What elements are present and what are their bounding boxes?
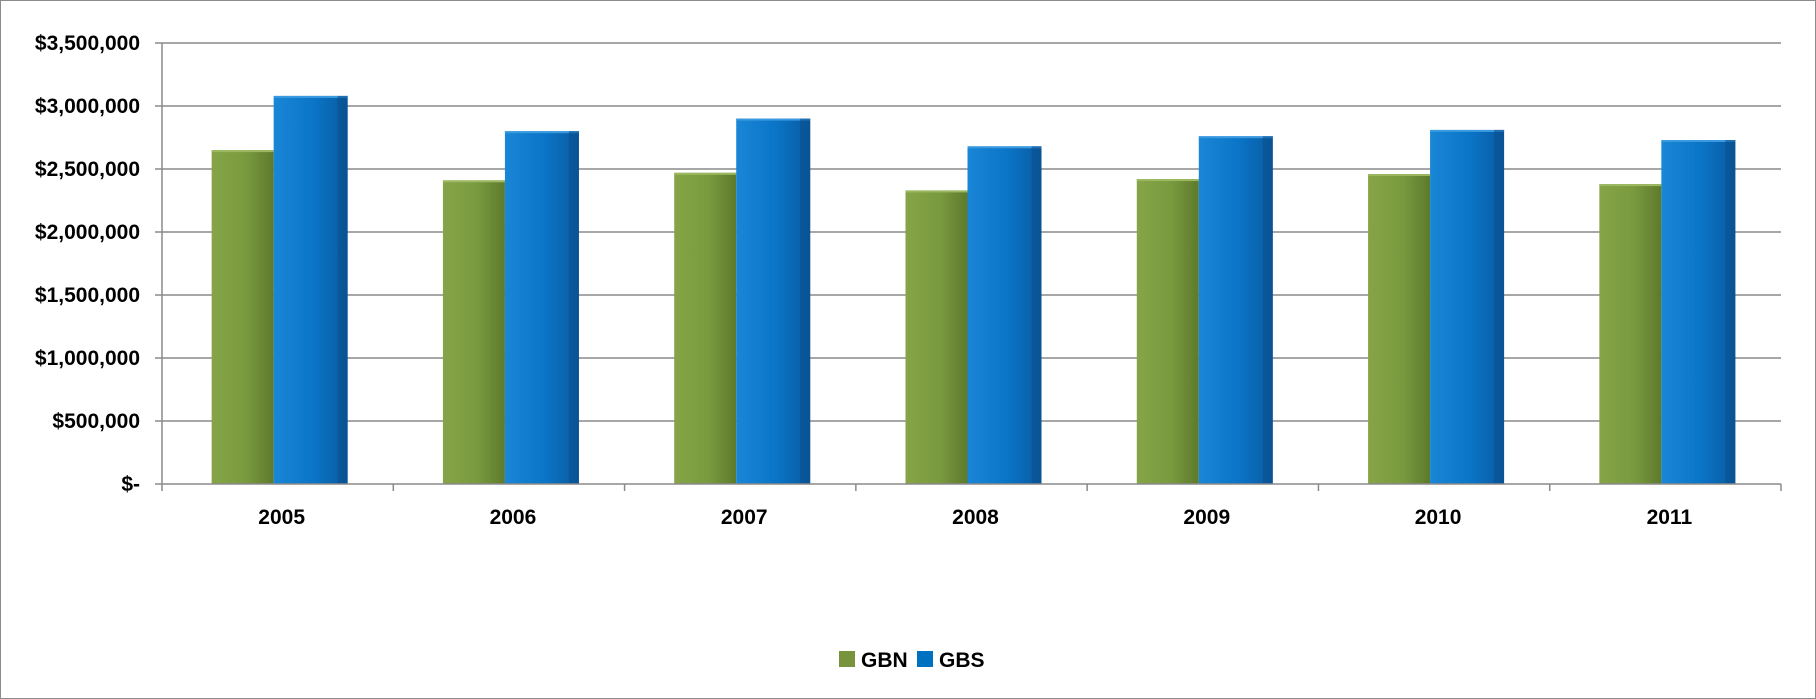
bar-top-edge — [504, 131, 579, 134]
legend-label: GBS — [939, 649, 985, 672]
bar-shade — [1031, 146, 1042, 484]
bar-gbn-2008 — [905, 190, 968, 485]
bar-top-edge — [905, 190, 968, 193]
bar-top-edge — [1368, 174, 1431, 177]
x-tick-label: 2006 — [490, 506, 537, 529]
bar-body — [1661, 140, 1736, 484]
x-tick-label: 2008 — [952, 506, 999, 529]
bar-top-edge — [674, 172, 737, 175]
bar-shade — [1262, 136, 1273, 485]
bar-top-edge — [1599, 184, 1662, 187]
bar-gbn-2007 — [674, 172, 737, 484]
legend-swatch — [917, 651, 933, 667]
bar-gbs-2005 — [273, 95, 348, 485]
y-tick-label: $- — [121, 473, 140, 496]
bar-body — [504, 131, 579, 484]
bar-top-edge — [1136, 179, 1199, 182]
bar-gbs-2007 — [736, 118, 811, 484]
x-tick-label: 2007 — [721, 506, 768, 529]
axes: $- $500,000 $1,000,000 $1,500,000 $2,000,000… — [35, 32, 1782, 529]
x-tick-label: 2010 — [1415, 506, 1462, 529]
bar-gbs-2011 — [1661, 140, 1736, 484]
bar-top-edge — [736, 118, 811, 121]
x-tick-label: 2005 — [258, 506, 305, 529]
y-tick-label: $3,500,000 — [35, 32, 140, 55]
bar-gbn-2006 — [442, 180, 505, 484]
bar-top-edge — [1430, 129, 1505, 132]
bar-shade — [568, 131, 579, 484]
legend: GBN GBS — [839, 649, 985, 672]
legend-label: GBN — [861, 649, 908, 672]
bars — [211, 95, 1736, 485]
bar-gbn-2011 — [1599, 184, 1662, 484]
bar-body — [674, 172, 737, 484]
bar-body — [736, 118, 811, 484]
bar-shade — [1725, 140, 1736, 484]
bar-body — [1136, 179, 1199, 484]
y-tick-label: $500,000 — [52, 410, 140, 433]
legend-swatch — [839, 651, 855, 667]
bar-top-edge — [442, 180, 505, 183]
bar-top-edge — [211, 150, 274, 153]
bar-gbs-2009 — [1198, 136, 1273, 485]
bar-shade — [1494, 129, 1505, 484]
bar-gbn-2010 — [1368, 174, 1431, 485]
bar-shade — [800, 118, 811, 484]
bar-gbs-2006 — [504, 131, 579, 484]
bar-top-edge — [273, 95, 348, 98]
x-tick-label: 2009 — [1183, 506, 1230, 529]
bar-body — [905, 190, 968, 485]
bar-top-edge — [1198, 136, 1273, 139]
bar-body — [211, 150, 274, 484]
bar-top-edge — [1661, 140, 1736, 143]
bar-body — [1368, 174, 1431, 485]
y-tick-label: $1,000,000 — [35, 347, 140, 370]
bar-body — [1430, 129, 1505, 484]
bar-body — [273, 95, 348, 485]
legend-item-gbn: GBN — [839, 649, 908, 672]
y-tick-label: $3,000,000 — [35, 95, 140, 118]
legend-item-gbs: GBS — [917, 649, 985, 672]
bar-gbs-2010 — [1430, 129, 1505, 484]
y-tick-label: $1,500,000 — [35, 284, 140, 307]
x-tick-label: 2011 — [1647, 506, 1693, 529]
bar-top-edge — [967, 146, 1042, 149]
bar-body — [1198, 136, 1273, 485]
bar-gbn-2009 — [1136, 179, 1199, 484]
bar-body — [1599, 184, 1662, 484]
bar-body — [442, 180, 505, 484]
bar-body — [967, 146, 1042, 484]
bar-gbn-2005 — [211, 150, 274, 484]
bar-shade — [337, 95, 348, 485]
bar-gbs-2008 — [967, 146, 1042, 484]
y-tick-label: $2,000,000 — [35, 221, 140, 244]
y-tick-label: $2,500,000 — [35, 158, 140, 181]
